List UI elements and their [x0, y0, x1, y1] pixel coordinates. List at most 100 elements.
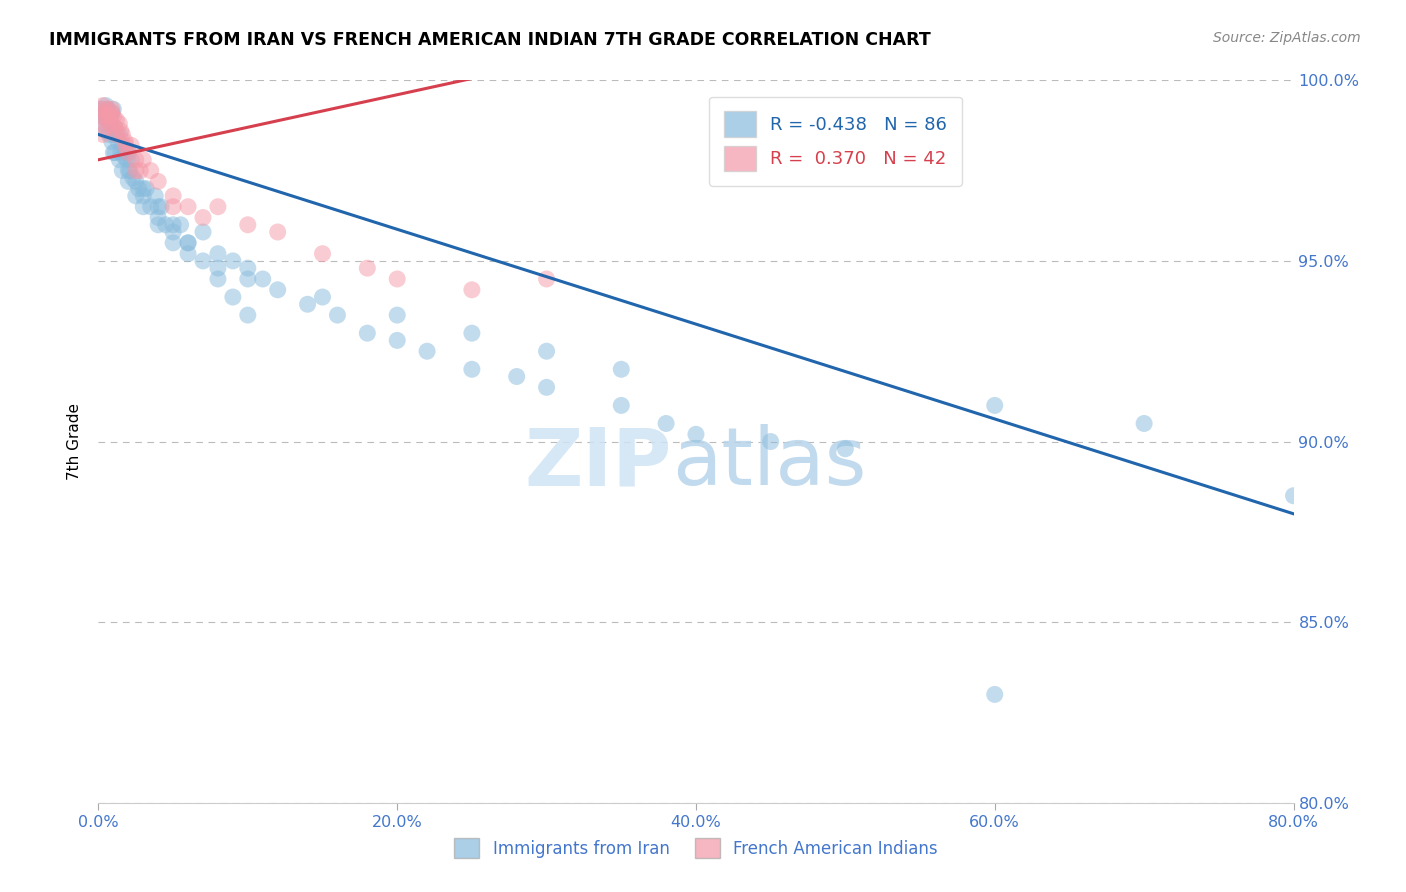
Point	[115, 153, 138, 167]
Point	[101, 105, 124, 120]
Point	[385, 308, 409, 322]
Text: ZIP: ZIP	[524, 425, 672, 502]
Point	[610, 362, 633, 376]
Point	[121, 170, 143, 185]
Point	[311, 246, 333, 260]
Point	[98, 117, 122, 131]
Point	[655, 417, 678, 431]
Point	[97, 109, 120, 123]
Point	[114, 138, 136, 153]
Point	[506, 369, 529, 384]
Point	[104, 120, 127, 135]
Point	[105, 128, 128, 142]
Point	[222, 254, 245, 268]
Point	[129, 163, 152, 178]
Point	[536, 272, 558, 286]
Point	[385, 334, 409, 348]
Point	[104, 145, 127, 160]
Point	[356, 261, 378, 276]
Point	[94, 113, 117, 128]
Point	[162, 235, 184, 250]
Point	[105, 128, 128, 142]
Point	[97, 109, 120, 123]
Point	[207, 200, 229, 214]
Point	[103, 109, 125, 123]
Point	[110, 124, 132, 138]
Point	[297, 297, 319, 311]
Point	[96, 113, 118, 128]
Point	[111, 128, 134, 142]
Point	[91, 128, 114, 142]
Point	[267, 225, 290, 239]
Point	[148, 174, 170, 188]
Point	[177, 235, 200, 250]
Point	[610, 399, 633, 413]
Point	[177, 235, 200, 250]
Point	[162, 218, 184, 232]
Point	[112, 149, 135, 163]
Point	[1133, 417, 1156, 431]
Point	[150, 200, 173, 214]
Point	[101, 102, 124, 116]
Point	[108, 153, 131, 167]
Point	[207, 261, 229, 276]
Point	[191, 225, 214, 239]
Point	[117, 174, 139, 188]
Point	[311, 290, 333, 304]
Point	[148, 218, 170, 232]
Point	[759, 434, 782, 449]
Point	[139, 200, 162, 214]
Point	[118, 163, 141, 178]
Point	[125, 153, 148, 167]
Point	[984, 399, 1007, 413]
Point	[236, 261, 259, 276]
Point	[148, 200, 170, 214]
Point	[104, 120, 127, 135]
Point	[416, 344, 439, 359]
Point	[111, 138, 134, 153]
Point	[114, 142, 136, 156]
Point	[132, 153, 155, 167]
Point	[103, 128, 125, 142]
Point	[536, 380, 558, 394]
Point	[236, 272, 259, 286]
Point	[252, 272, 274, 286]
Point	[148, 211, 170, 225]
Point	[101, 135, 124, 149]
Point	[135, 181, 157, 195]
Point	[120, 153, 142, 167]
Point	[132, 189, 155, 203]
Point	[207, 246, 229, 260]
Point	[461, 283, 484, 297]
Text: Source: ZipAtlas.com: Source: ZipAtlas.com	[1213, 31, 1361, 45]
Point	[98, 117, 122, 131]
Point	[91, 109, 114, 123]
Point	[191, 211, 214, 225]
Point	[177, 200, 200, 214]
Point	[94, 120, 117, 135]
Point	[461, 326, 484, 341]
Point	[162, 200, 184, 214]
Point	[114, 135, 136, 149]
Point	[267, 283, 290, 297]
Point	[191, 254, 214, 268]
Point	[96, 102, 118, 116]
Point	[93, 105, 115, 120]
Point	[222, 290, 245, 304]
Point	[984, 687, 1007, 701]
Point	[125, 163, 148, 178]
Point	[834, 442, 856, 456]
Point	[132, 181, 155, 195]
Point	[117, 145, 139, 160]
Text: IMMIGRANTS FROM IRAN VS FRENCH AMERICAN INDIAN 7TH GRADE CORRELATION CHART: IMMIGRANTS FROM IRAN VS FRENCH AMERICAN …	[49, 31, 931, 49]
Point	[107, 135, 129, 149]
Point	[91, 117, 114, 131]
Point	[132, 200, 155, 214]
Point	[97, 109, 120, 123]
Point	[326, 308, 349, 322]
Point	[108, 117, 131, 131]
Point	[117, 163, 139, 178]
Point	[110, 145, 132, 160]
Point	[461, 362, 484, 376]
Point	[90, 109, 112, 123]
